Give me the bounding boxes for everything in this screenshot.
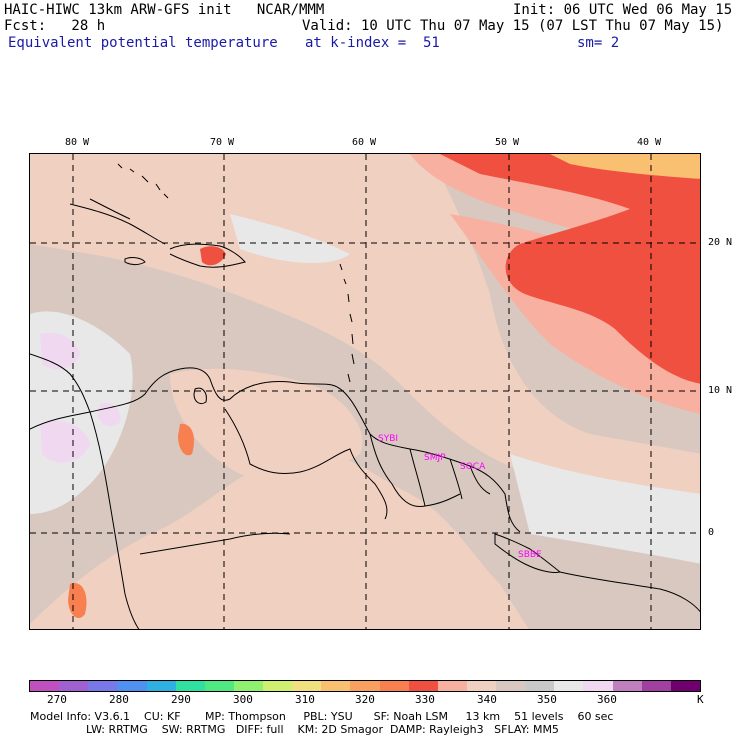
colorbar-segment <box>233 681 263 691</box>
lat-label-10n: 10 N <box>708 385 733 396</box>
theta-e-field-light-atlantic <box>510 454 700 564</box>
colorbar-label-330: 330 <box>415 693 435 706</box>
colorbar-label-310: 310 <box>295 693 315 706</box>
colorbar-segment <box>117 681 147 691</box>
station-smjp: SMJP <box>424 453 446 463</box>
colorbar-segment <box>466 681 496 691</box>
colorbar-segment <box>612 681 642 691</box>
colombia-border <box>89 411 140 629</box>
colorbar <box>29 680 701 692</box>
theta-e-field-lavender-1 <box>40 332 80 370</box>
colorbar-segment <box>379 681 409 691</box>
colorbar-label-290: 290 <box>171 693 191 706</box>
theta-e-field-tan-north <box>30 154 700 534</box>
colorbar-label-300: 300 <box>233 693 253 706</box>
theta-e-field-light-caribbean <box>230 214 350 264</box>
colorbar-label-280: 280 <box>109 693 129 706</box>
station-sbbe: SBBE <box>518 550 542 560</box>
colorbar-segment <box>263 681 293 691</box>
lon-label-40w: 40 W <box>637 137 662 148</box>
colorbar-segment <box>670 681 700 691</box>
colorbar-segment <box>292 681 322 691</box>
suriname-border <box>409 448 461 507</box>
colorbar-segment <box>554 681 584 691</box>
theta-e-field-red-andes <box>178 423 195 456</box>
french-guiana-border <box>449 458 491 500</box>
map-canvas <box>30 154 700 629</box>
colorbar-segment <box>88 681 118 691</box>
colorbar-segment <box>408 681 438 691</box>
lat-label-equator: 0 <box>708 527 715 538</box>
theta-e-field-orange-cap <box>550 154 700 179</box>
header-init-time: Init: 06 UTC Wed 06 May 15 <box>513 2 733 18</box>
lat-label-20n: 20 N <box>708 237 733 248</box>
colorbar-segment <box>204 681 234 691</box>
hispaniola-coast <box>169 243 246 268</box>
jamaica-coast <box>124 257 146 266</box>
header-valid-time: Valid: 10 UTC Thu 07 May 15 (07 LST Thu … <box>302 18 724 34</box>
lon-label-50w: 50 W <box>495 137 520 148</box>
colorbar-segment <box>321 681 351 691</box>
level-index: at k-index = 51 <box>305 35 440 51</box>
colorbar-segment <box>30 681 60 691</box>
theta-e-field-red-haiti <box>200 246 226 266</box>
theta-e-field-red-mass <box>440 154 700 384</box>
lon-label-70w: 70 W <box>210 137 235 148</box>
colorbar-segment <box>525 681 555 691</box>
colorbar-label-360: 360 <box>597 693 617 706</box>
brazil-east-coast <box>559 571 700 613</box>
station-soca: SOCA <box>460 462 486 472</box>
colorbar-segment <box>59 681 89 691</box>
coastlines <box>30 163 700 629</box>
lake-maracaibo <box>193 387 207 405</box>
colorbar-segment <box>146 681 176 691</box>
colorbar-segment <box>350 681 380 691</box>
colorbar-label-350: 350 <box>537 693 557 706</box>
guyana-border <box>369 433 426 508</box>
colorbar-label-270: 270 <box>47 693 67 706</box>
colorbar-label-340: 340 <box>477 693 497 706</box>
amazon-delta <box>494 533 562 573</box>
field-name: Equivalent potential temperature <box>8 35 278 51</box>
colorbar-unit: K <box>697 693 704 706</box>
smoothing-info: sm= 2 <box>577 35 620 51</box>
central-america-coast <box>30 353 91 413</box>
bahamas-islands <box>117 163 169 199</box>
south-america-north-coast <box>30 367 521 533</box>
footer-physics-info: LW: RRTMG SW: RRTMG DIFF: full KM: 2D Sm… <box>30 723 559 736</box>
map-panel: SYBI SMJP SOCA SBBE <box>29 153 701 630</box>
header-forecast-hour: Fcst: 28 h <box>4 18 106 34</box>
header-title: HAIC-HIWC 13km ARW-GFS init NCAR/MMM <box>4 2 325 18</box>
lat-lon-grid <box>30 154 700 629</box>
cuba-coast <box>69 198 166 245</box>
lon-label-80w: 80 W <box>65 137 90 148</box>
colorbar-segment <box>175 681 205 691</box>
lesser-antilles <box>339 263 355 383</box>
lon-label-60w: 60 W <box>352 137 377 148</box>
colorbar-label-320: 320 <box>355 693 375 706</box>
theta-e-field-lavender-2 <box>40 420 90 463</box>
peru-brazil-border <box>139 532 291 555</box>
colorbar-segment <box>437 681 467 691</box>
footer-model-info: Model Info: V3.6.1 CU: KF MP: Thompson P… <box>30 710 614 723</box>
colorbar-segment <box>496 681 526 691</box>
theta-e-field-tan-south <box>30 452 529 629</box>
colorbar-segment <box>583 681 613 691</box>
station-sybi: SYBI <box>378 434 399 444</box>
venezuela-border <box>224 408 388 520</box>
colorbar-segment <box>641 681 671 691</box>
